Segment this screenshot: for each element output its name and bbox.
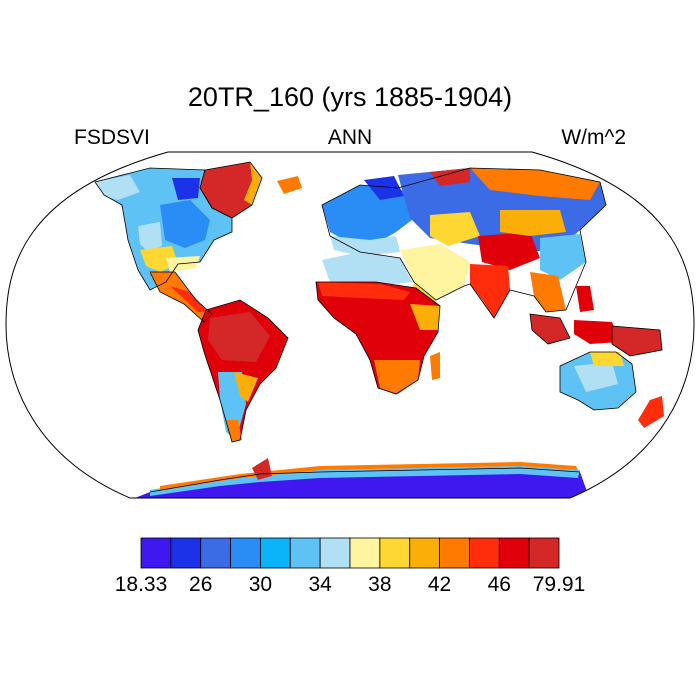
region-southern-africa	[374, 360, 420, 394]
region-north-africa	[322, 252, 412, 286]
map-frame	[5, 151, 695, 499]
region-amazon	[208, 312, 270, 362]
region-indonesia-east	[574, 320, 620, 344]
colorbar-tick-label: 30	[248, 573, 273, 596]
region-us-south	[166, 256, 200, 272]
right-string: W/m^2	[561, 126, 626, 149]
region-mediterranean	[330, 236, 400, 256]
colorbar-tick-label: 18.33	[114, 573, 168, 596]
colorbar-swatch	[349, 537, 381, 569]
left-string: FSDSVI	[74, 126, 150, 149]
region-mongolia	[500, 210, 566, 236]
colorbar-tick-label: 26	[189, 573, 213, 596]
center-string: ANN	[327, 126, 373, 149]
colorbar-swatch	[439, 537, 470, 569]
region-central-america	[170, 286, 208, 312]
region-madagascar	[430, 352, 440, 380]
region-new-zealand	[638, 396, 664, 428]
region-europe	[322, 185, 420, 246]
region-alaska	[95, 175, 140, 200]
colorbar-tick-label: 46	[487, 573, 511, 596]
colorbar-tick-label: 42	[427, 573, 452, 596]
region-east-africa	[410, 304, 440, 330]
region-scandinavia	[364, 176, 404, 200]
region-central-asia	[430, 212, 480, 246]
colorbar-swatch	[379, 537, 411, 569]
region-new-guinea	[612, 326, 662, 356]
region-iceland	[277, 176, 302, 194]
region-australia-north	[590, 352, 624, 366]
colorbar-swatch	[319, 537, 351, 569]
region-china-east	[540, 234, 586, 280]
region-greenland-edge	[244, 162, 262, 205]
region-philippines	[576, 286, 594, 312]
region-north-america-east	[160, 200, 210, 248]
region-australia-interior	[574, 362, 618, 392]
region-sahel	[318, 282, 410, 300]
region-canada-blue	[172, 178, 200, 200]
region-tibet	[478, 232, 540, 270]
coastlines	[94, 161, 663, 493]
region-siberia-east	[470, 168, 600, 200]
colorbar-tick-label: 79.91	[532, 573, 586, 596]
region-argentina	[234, 372, 258, 402]
region-patagonia	[226, 420, 242, 442]
colorbar-swatch	[409, 537, 440, 569]
colorbar-swatch	[498, 537, 530, 569]
region-india	[470, 264, 510, 318]
colorbar-swatch	[289, 537, 321, 569]
colorbar-swatch	[528, 537, 560, 569]
region-middle-east	[400, 244, 470, 300]
colorbar-swatch	[260, 537, 291, 569]
plot-title: 20TR_160 (yrs 1885-1904)	[187, 82, 513, 112]
region-siberia-red	[430, 168, 470, 186]
region-antarctica-rim	[160, 462, 578, 490]
colorbar-swatch	[469, 537, 500, 569]
colorbar-swatch	[140, 537, 172, 569]
region-us-west	[138, 222, 162, 252]
colorbar-swatch	[200, 537, 231, 569]
colorbar-swatch	[170, 537, 202, 569]
colorbar-tick-label: 38	[368, 573, 392, 596]
shaded-field	[95, 162, 664, 498]
colorbar-tick-label: 34	[308, 573, 332, 596]
colorbar	[140, 537, 560, 569]
colorbar-swatch	[230, 537, 261, 569]
region-antarctica	[130, 468, 590, 498]
region-greenland	[200, 162, 262, 218]
